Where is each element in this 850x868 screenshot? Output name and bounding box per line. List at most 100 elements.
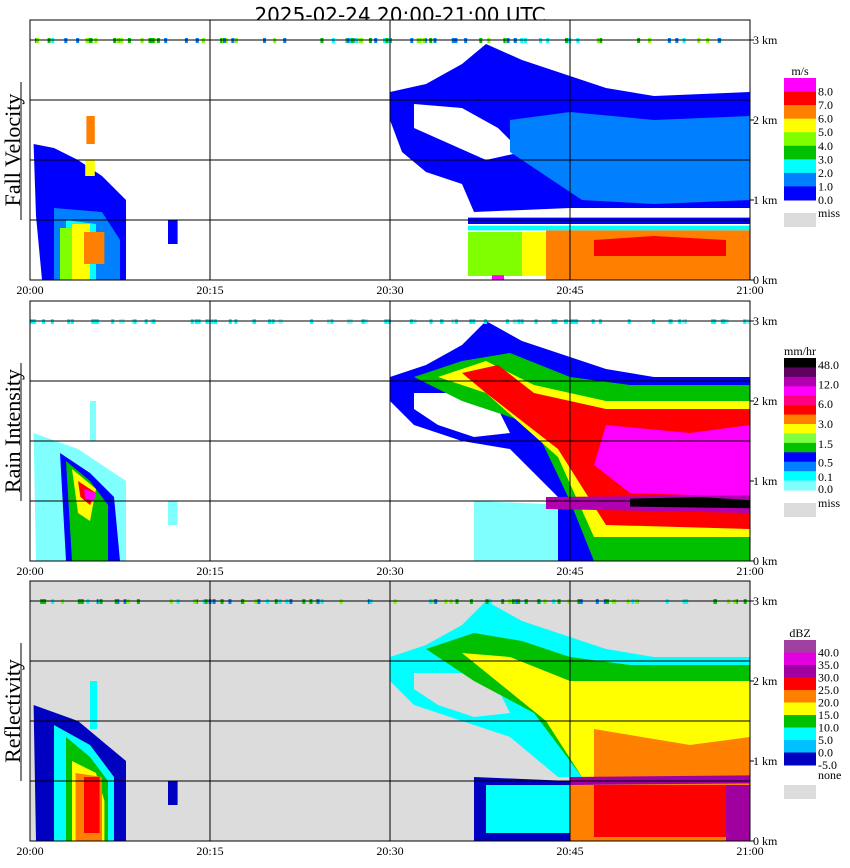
legend-swatch bbox=[784, 145, 816, 160]
echo-region bbox=[168, 501, 178, 525]
y-tick-label: 1 km bbox=[753, 754, 778, 768]
x-tick-label: 20:45 bbox=[556, 564, 583, 578]
legend-label: 0.1 bbox=[818, 470, 833, 484]
y-tick-label: 2 km bbox=[753, 113, 778, 127]
legend-swatch bbox=[784, 105, 816, 120]
legend-missing-label: miss bbox=[818, 496, 840, 510]
x-tick-label: 20:00 bbox=[16, 283, 43, 297]
legend-swatch bbox=[784, 367, 816, 378]
legend-swatch bbox=[784, 186, 816, 201]
y-tick-label: 3 km bbox=[753, 314, 778, 328]
legend-label: 0.0 bbox=[818, 482, 833, 496]
echo-region bbox=[594, 425, 750, 497]
echo-region bbox=[468, 225, 750, 231]
legend-swatch bbox=[784, 172, 816, 187]
x-tick-label: 20:00 bbox=[16, 844, 43, 858]
echo-region bbox=[468, 217, 750, 224]
legend-swatch bbox=[784, 414, 816, 425]
legend-label: 2.0 bbox=[818, 166, 833, 180]
echo-region bbox=[84, 489, 96, 501]
legend-swatch bbox=[784, 78, 816, 93]
legend-swatch bbox=[784, 480, 816, 491]
echo-region bbox=[630, 497, 750, 509]
legend-swatch bbox=[784, 740, 816, 753]
legend-missing-label: none bbox=[818, 768, 841, 782]
echo-region bbox=[594, 729, 750, 777]
x-tick-label: 20:15 bbox=[196, 844, 223, 858]
echo-region bbox=[90, 681, 98, 729]
legend-swatch bbox=[784, 752, 816, 766]
x-tick-label: 20:15 bbox=[196, 564, 223, 578]
panel-fall-velocity: 20:00 20:15 20:30 20:45 21:00 3 km 2 km 1 km 0 k… bbox=[0, 19, 840, 297]
y-tick-label: 1 km bbox=[753, 193, 778, 207]
legend-missing-swatch bbox=[784, 503, 816, 517]
y-tick-label: 0 km bbox=[753, 554, 778, 568]
legend-label: -5.0 bbox=[818, 758, 837, 772]
echo-region bbox=[492, 275, 504, 280]
legend-label: 10.0 bbox=[818, 721, 839, 735]
legend-missing-swatch bbox=[784, 785, 816, 799]
legend-swatch bbox=[784, 132, 816, 147]
legend-label: 20.0 bbox=[818, 696, 839, 710]
plot-frame bbox=[29, 300, 751, 562]
legend-label: 3.0 bbox=[818, 152, 833, 166]
y-tick-label: 0 km bbox=[753, 273, 778, 287]
legend-label: 0.0 bbox=[818, 746, 833, 760]
legend-swatch bbox=[784, 376, 816, 387]
legend-label: 12.0 bbox=[818, 377, 839, 391]
legend-swatch bbox=[784, 461, 816, 472]
legend-label: 1.0 bbox=[818, 179, 833, 193]
x-tick-label: 20:45 bbox=[556, 844, 583, 858]
legend-swatch bbox=[784, 442, 816, 453]
legend-label: 25.0 bbox=[818, 683, 839, 697]
panel-reflectivity: 20:00 20:15 20:30 20:45 21:00 3 km 2 km 1 km 0 k… bbox=[0, 580, 841, 858]
legend-swatch bbox=[784, 652, 816, 666]
legend-swatch bbox=[784, 452, 816, 463]
echo-region bbox=[85, 160, 95, 176]
y-tick-label: 3 km bbox=[753, 33, 778, 47]
echo-region bbox=[594, 785, 750, 837]
x-tick-label: 20:30 bbox=[376, 564, 403, 578]
legend-missing-label: miss bbox=[818, 206, 840, 220]
legend-label: 4.0 bbox=[818, 139, 833, 153]
legend-swatch bbox=[784, 727, 816, 741]
legend-swatch bbox=[784, 715, 816, 728]
y-tick-label: 3 km bbox=[753, 594, 778, 608]
legend-label: 3.0 bbox=[818, 417, 833, 431]
echo-region bbox=[570, 775, 750, 785]
x-tick-label: 20:15 bbox=[196, 283, 223, 297]
y-tick-label: 0 km bbox=[753, 834, 778, 848]
echo-region bbox=[86, 116, 95, 144]
legend-label: 1.5 bbox=[818, 437, 833, 451]
legend-label: 35.0 bbox=[818, 658, 839, 672]
x-tick-label: 20:30 bbox=[376, 283, 403, 297]
echo-region bbox=[168, 781, 178, 805]
y-tick-label: 1 km bbox=[753, 474, 778, 488]
legend-label: 48.0 bbox=[818, 358, 839, 372]
echo-region bbox=[522, 232, 546, 276]
panel-rain-intensity: 20:00 20:15 20:30 20:45 21:00 3 km 2 km 1 km 0 k… bbox=[0, 300, 840, 578]
legend-label: 7.0 bbox=[818, 98, 833, 112]
legend-swatch bbox=[784, 433, 816, 444]
x-tick-label: 20:00 bbox=[16, 564, 43, 578]
legend-swatch bbox=[784, 665, 816, 678]
x-tick-label: 20:30 bbox=[376, 844, 403, 858]
color-legend: dBZ 40.035.030.025.020.015.010.05.00.0-5.… bbox=[784, 626, 841, 799]
x-tick-label: 20:45 bbox=[556, 283, 583, 297]
echo-region bbox=[90, 401, 96, 441]
legend-label: 15.0 bbox=[818, 708, 839, 722]
legend-swatch bbox=[784, 159, 816, 174]
legend-swatch bbox=[784, 690, 816, 703]
x-tick-label: 21:00 bbox=[736, 283, 763, 297]
legend-label: 0.5 bbox=[818, 456, 833, 470]
legend-label: 5.0 bbox=[818, 125, 833, 139]
echo-region bbox=[168, 220, 178, 244]
x-tick-label: 21:00 bbox=[736, 844, 763, 858]
legend-label: 5.0 bbox=[818, 733, 833, 747]
echo-region bbox=[726, 785, 750, 841]
echo-region bbox=[474, 501, 570, 561]
legend-swatch bbox=[784, 424, 816, 434]
legend-label: 8.0 bbox=[818, 85, 833, 99]
